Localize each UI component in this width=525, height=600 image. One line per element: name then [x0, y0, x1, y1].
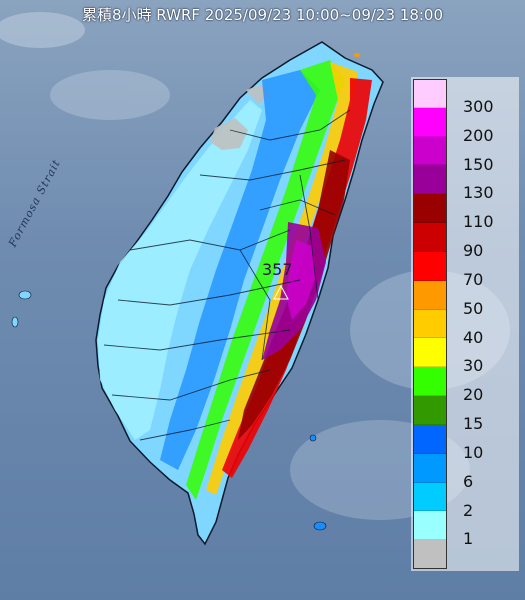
max-marker-icon [273, 284, 289, 300]
legend-swatch [413, 251, 447, 281]
legend-label: 200 [463, 125, 494, 145]
legend-label: 1 [463, 529, 474, 549]
legend-label: 150 [463, 154, 494, 174]
legend-item: 150 [413, 136, 519, 174]
legend-item: 130 [413, 165, 519, 202]
legend-item: 6 [413, 453, 519, 491]
legend-item: 200 [413, 107, 519, 145]
legend-swatch [413, 309, 447, 339]
legend-item: 50 [413, 280, 519, 318]
county-borders [103, 109, 351, 441]
legend-swatch [413, 194, 447, 224]
legend-item: 10 [413, 424, 519, 462]
map-title: 累積8小時 RWRF 2025/09/23 10:00~09/23 18:00 [81, 6, 444, 24]
legend-item: 70 [413, 251, 519, 289]
legend-item: 1 [413, 511, 519, 548]
legend-swatch [413, 338, 447, 368]
legend-label: 40 [463, 327, 484, 347]
legend-label: 90 [463, 241, 484, 261]
legend-swatch [413, 482, 447, 512]
legend-swatch [413, 396, 447, 425]
legend-item: 110 [413, 194, 519, 231]
legend-label: 50 [463, 298, 484, 318]
legend-label: 70 [463, 269, 484, 289]
legend-item: 90 [413, 223, 519, 260]
legend-item: 30 [413, 338, 519, 375]
legend-swatch [413, 136, 447, 166]
legend-item: 2 [413, 482, 519, 520]
legend-swatch [413, 280, 447, 310]
legend-label: 110 [463, 212, 494, 232]
max-rainfall-label: 357 [262, 260, 293, 279]
legend-swatch [413, 223, 447, 252]
legend-swatch [413, 79, 447, 108]
legend-swatch [413, 453, 447, 483]
legend-frame [413, 79, 447, 569]
legend-label: 10 [463, 442, 484, 462]
legend-item: 15 [413, 396, 519, 433]
legend-item: 20 [413, 367, 519, 404]
legend-item: 40 [413, 309, 519, 347]
legend-swatch [413, 424, 447, 454]
legend-label: 300 [463, 97, 494, 116]
legend-swatch [413, 367, 447, 397]
legend-label: 15 [463, 414, 484, 434]
legend-label: 20 [463, 385, 484, 405]
legend-swatch [413, 107, 447, 137]
legend-label: 30 [463, 356, 484, 376]
legend-label: 130 [463, 183, 494, 203]
legend-item: 300 [413, 79, 519, 116]
legend-label: 6 [463, 471, 474, 491]
legend-label: 2 [463, 500, 474, 520]
legend-swatch [413, 511, 447, 541]
legend-swatch [413, 165, 447, 195]
rainfall-legend: 300 200 150 130 110 90 70 50 40 30 20 15 10 6 2 1 [411, 77, 519, 571]
